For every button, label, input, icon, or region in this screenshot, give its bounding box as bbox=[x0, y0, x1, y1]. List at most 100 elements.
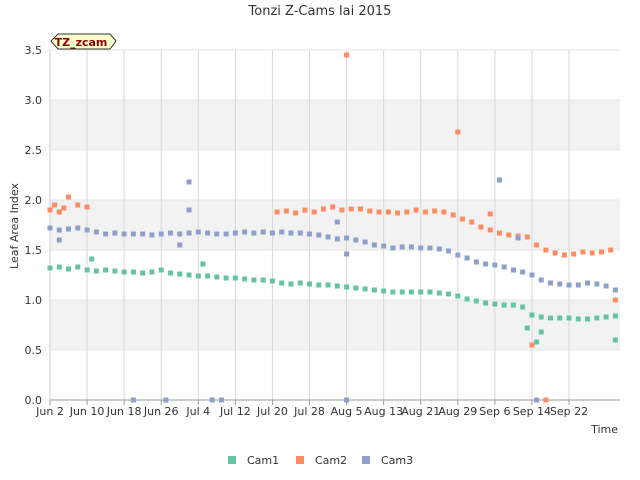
data-point-cam3 bbox=[205, 230, 211, 236]
data-point-cam3 bbox=[371, 242, 377, 248]
data-point-cam1 bbox=[510, 302, 516, 308]
data-point-cam1 bbox=[66, 266, 72, 272]
data-point-cam3 bbox=[399, 244, 405, 250]
data-point-cam2 bbox=[441, 209, 447, 215]
data-point-cam3 bbox=[177, 231, 183, 237]
data-point-cam3 bbox=[492, 262, 498, 268]
data-point-cam3 bbox=[344, 251, 350, 257]
data-point-cam2 bbox=[543, 247, 549, 253]
data-point-cam3 bbox=[547, 280, 553, 286]
data-point-cam2 bbox=[469, 219, 475, 225]
data-point-cam2 bbox=[608, 247, 614, 253]
data-point-cam1 bbox=[501, 302, 507, 308]
data-point-cam2 bbox=[455, 129, 461, 135]
data-point-cam3 bbox=[455, 252, 461, 258]
data-point-cam1 bbox=[149, 269, 155, 275]
background-band bbox=[50, 100, 620, 150]
badge-shape bbox=[50, 33, 117, 50]
x-tick-label: Aug 29 bbox=[438, 405, 477, 418]
data-point-cam1 bbox=[242, 276, 248, 282]
data-point-cam1 bbox=[612, 337, 618, 343]
data-point-cam3 bbox=[209, 397, 215, 403]
data-point-cam2 bbox=[612, 297, 618, 303]
data-point-cam1 bbox=[520, 304, 526, 310]
y-tick-label: 2.5 bbox=[25, 144, 43, 157]
x-tick-label: Jun 18 bbox=[106, 405, 142, 418]
x-tick-label: Aug 5 bbox=[331, 405, 363, 418]
data-point-cam1 bbox=[362, 286, 368, 292]
data-point-cam3 bbox=[214, 231, 220, 237]
data-point-cam2 bbox=[339, 207, 345, 213]
x-tick-label: Jun 10 bbox=[69, 405, 105, 418]
data-point-cam1 bbox=[325, 282, 331, 288]
x-tick-label: Jun 2 bbox=[35, 405, 64, 418]
data-point-cam1 bbox=[483, 300, 489, 306]
data-point-cam1 bbox=[381, 288, 387, 294]
data-point-cam3 bbox=[520, 269, 526, 275]
data-point-cam3 bbox=[186, 230, 192, 236]
data-point-cam1 bbox=[408, 289, 414, 295]
legend[interactable]: Cam1 Cam2 Cam3 bbox=[228, 454, 413, 467]
data-point-cam3 bbox=[325, 234, 331, 240]
data-point-cam3 bbox=[167, 230, 173, 236]
data-point-cam2 bbox=[385, 209, 391, 215]
data-point-cam1 bbox=[524, 325, 530, 331]
y-tick-label: 1.0 bbox=[25, 294, 43, 307]
x-tick-label: Aug 21 bbox=[401, 405, 440, 418]
data-point-cam2 bbox=[52, 202, 58, 208]
data-point-cam1 bbox=[594, 315, 600, 321]
data-point-cam3 bbox=[158, 231, 164, 237]
data-point-cam1 bbox=[214, 274, 220, 280]
data-point-cam2 bbox=[589, 250, 595, 256]
data-point-cam1 bbox=[473, 298, 479, 304]
data-point-cam2 bbox=[524, 234, 530, 240]
legend-item-cam1[interactable]: Cam1 bbox=[228, 454, 279, 467]
data-point-cam3 bbox=[297, 230, 303, 236]
data-point-cam3 bbox=[93, 229, 99, 235]
data-point-cam1 bbox=[436, 290, 442, 296]
data-point-cam1 bbox=[575, 316, 581, 322]
x-tick-label: Jul 28 bbox=[293, 405, 325, 418]
data-point-cam1 bbox=[390, 289, 396, 295]
data-point-cam3 bbox=[316, 232, 322, 238]
data-point-cam3 bbox=[186, 207, 192, 213]
series-badge: TZ_zcam bbox=[50, 33, 117, 50]
data-point-cam1 bbox=[538, 329, 544, 335]
data-point-cam1 bbox=[534, 339, 540, 345]
x-tick-label: Jul 4 bbox=[185, 405, 210, 418]
data-point-cam2 bbox=[293, 210, 299, 216]
data-point-cam1 bbox=[75, 264, 81, 270]
badge-label: TZ_zcam bbox=[55, 36, 108, 49]
background-band bbox=[50, 250, 620, 300]
data-point-cam1 bbox=[566, 315, 572, 321]
data-point-cam3 bbox=[390, 245, 396, 251]
data-point-cam1 bbox=[89, 256, 95, 262]
data-point-cam1 bbox=[186, 272, 192, 278]
data-point-cam2 bbox=[552, 250, 558, 256]
data-point-cam3 bbox=[566, 282, 572, 288]
data-point-cam3 bbox=[269, 230, 275, 236]
data-point-cam3 bbox=[381, 243, 387, 249]
data-point-cam2 bbox=[395, 210, 401, 216]
data-point-cam1 bbox=[612, 313, 618, 319]
data-point-cam3 bbox=[557, 281, 563, 287]
data-point-cam2 bbox=[61, 205, 67, 211]
y-tick-label: 3.0 bbox=[25, 94, 43, 107]
legend-item-cam3[interactable]: Cam3 bbox=[362, 454, 413, 467]
background-band bbox=[50, 150, 620, 200]
data-point-cam2 bbox=[422, 209, 428, 215]
data-point-cam2 bbox=[283, 208, 289, 214]
data-point-cam1 bbox=[260, 277, 266, 283]
data-point-cam3 bbox=[594, 281, 600, 287]
data-point-cam3 bbox=[408, 244, 414, 250]
data-point-cam2 bbox=[344, 52, 350, 58]
data-point-cam1 bbox=[603, 314, 609, 320]
data-point-cam1 bbox=[279, 280, 285, 286]
data-point-cam3 bbox=[140, 231, 146, 237]
data-point-cam2 bbox=[66, 194, 72, 200]
data-point-cam1 bbox=[538, 314, 544, 320]
legend-item-cam2[interactable]: Cam2 bbox=[296, 454, 347, 467]
data-point-cam1 bbox=[112, 268, 118, 274]
data-point-cam3 bbox=[353, 237, 359, 243]
